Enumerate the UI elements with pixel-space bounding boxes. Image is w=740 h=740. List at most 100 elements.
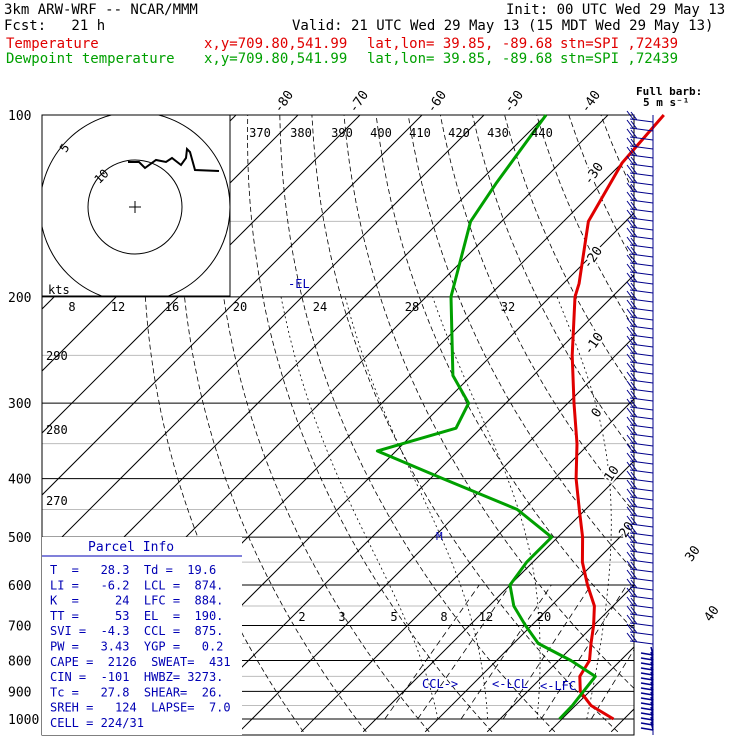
wind-barb bbox=[626, 506, 654, 519]
mixing-ratio-line bbox=[384, 584, 480, 720]
parcel-info-row: T = 28.3 Td = 19.6 bbox=[50, 563, 216, 577]
wind-barb bbox=[626, 110, 654, 123]
pressure-tick-label: 900 bbox=[8, 685, 31, 700]
wind-barb bbox=[626, 596, 654, 609]
wind-barb bbox=[626, 407, 654, 420]
pressure-tick-label: 600 bbox=[8, 579, 31, 594]
wind-barb bbox=[626, 371, 654, 384]
dry-adiabat-line bbox=[600, 115, 634, 194]
wind-barb bbox=[626, 335, 654, 348]
mixing-ratio-label: 3 bbox=[338, 610, 345, 624]
dry-adiabat-line bbox=[279, 115, 556, 733]
isotherm-line bbox=[176, 274, 634, 733]
temperature-legend-label: Temperature bbox=[6, 36, 99, 52]
mixing-ratio-line bbox=[460, 584, 552, 720]
right-temperature-label: 10 bbox=[601, 463, 622, 484]
mixing-ratio-label: 8 bbox=[440, 610, 447, 624]
hodograph-frame bbox=[41, 114, 231, 297]
pressure-tick-label: 500 bbox=[8, 531, 31, 546]
mixing-ratio-label: 12 bbox=[479, 610, 493, 624]
pressure-tick-label: 200 bbox=[8, 291, 31, 306]
dry-adiabat-line bbox=[247, 115, 493, 733]
wind-barb bbox=[626, 290, 654, 303]
wind-barb bbox=[626, 146, 654, 159]
wind-barb bbox=[626, 191, 654, 204]
sounding-line bbox=[375, 114, 597, 721]
wind-barb bbox=[626, 452, 654, 465]
wind-barb bbox=[626, 398, 654, 411]
isotherm-line bbox=[610, 708, 634, 733]
wind-barb bbox=[626, 623, 654, 636]
moist-adiabat-line bbox=[556, 296, 612, 720]
isotherm-line bbox=[238, 336, 634, 733]
wind-barb bbox=[626, 479, 654, 492]
wind-scale-label: kts bbox=[48, 283, 70, 297]
wind-barb bbox=[626, 614, 654, 627]
right-temperature-label: -10 bbox=[581, 330, 607, 358]
plot-area bbox=[42, 87, 740, 733]
wind-barb bbox=[626, 533, 654, 546]
wind-barb bbox=[626, 182, 654, 195]
wind-barb bbox=[626, 218, 654, 231]
wind-barb bbox=[626, 587, 654, 600]
forecast-hour: Fcst: 21 h bbox=[4, 18, 106, 34]
dry-adiabat-line bbox=[504, 115, 634, 392]
wind-barb bbox=[626, 578, 654, 591]
dry-adiabat-line bbox=[654, 87, 740, 731]
wind-scale-label: 28 bbox=[405, 300, 419, 314]
isotherm-line bbox=[673, 87, 740, 731]
wind-scale-label: 32 bbox=[501, 300, 515, 314]
isotherm-line bbox=[300, 398, 634, 733]
dry-adiabat-line bbox=[407, 115, 634, 572]
dry-adiabat-line bbox=[716, 87, 740, 731]
wind-barb bbox=[626, 497, 654, 510]
dry-adiabat-line bbox=[632, 115, 634, 119]
top-temperature-label: -80 bbox=[271, 88, 297, 116]
wind-barb bbox=[626, 353, 654, 366]
top-temperature-label: -50 bbox=[501, 88, 527, 116]
wind-barb bbox=[626, 524, 654, 537]
init-time: Init: 00 UTC Wed 29 May 13 bbox=[506, 2, 726, 18]
isotherm-line bbox=[486, 584, 634, 733]
valid-time: Valid: 21 UTC Wed 29 May 13 (15 MDT Wed … bbox=[292, 18, 714, 34]
sounding-traces bbox=[375, 114, 665, 721]
wind-scale-label: 20 bbox=[233, 300, 247, 314]
parcel-info-row: CIN = -101 HWBZ= 3273. bbox=[50, 670, 223, 684]
wind-barb bbox=[626, 416, 654, 429]
right-temperature-label: 0 bbox=[589, 405, 606, 420]
wind-barb bbox=[626, 164, 654, 177]
right-temperature-label: 40 bbox=[701, 603, 722, 624]
wind-barb bbox=[626, 605, 654, 618]
temperature-latlon: lat,lon= 39.85, -89.68 bbox=[367, 36, 553, 52]
hodograph-rings bbox=[42, 115, 230, 296]
wind-barb bbox=[626, 308, 654, 321]
temperature-station: stn=SPI ,72439 bbox=[560, 36, 679, 52]
wind-barb bbox=[626, 434, 654, 447]
skewt-grid bbox=[41, 87, 740, 736]
wind-barb bbox=[626, 560, 654, 573]
wind-barb bbox=[626, 263, 654, 276]
wind-barbs: Full barb:5 m s⁻¹ bbox=[626, 85, 702, 735]
theta-label: 400 bbox=[370, 126, 392, 140]
hodograph-ring bbox=[87, 159, 183, 255]
wind-barb bbox=[626, 632, 654, 645]
parcel-info-row: CAPE = 2126 SWEAT= 431 bbox=[50, 655, 231, 669]
wind-barb bbox=[626, 236, 654, 249]
dry-adiabat-line bbox=[213, 115, 430, 733]
wind-scale-label: 24 bbox=[313, 300, 327, 314]
parcel-info-row: PW = 3.43 YGP = 0.2 bbox=[50, 640, 223, 654]
moist-adiabat-line bbox=[280, 296, 439, 720]
theta-label: 370 bbox=[249, 126, 271, 140]
pressure-tick-label: 700 bbox=[8, 619, 31, 634]
parcel-info-row: Tc = 27.8 SHEAR= 26. bbox=[50, 685, 223, 699]
parcel-info-panel: Parcel Info T = 28.3 Td = 19.6LI = -6.2 L… bbox=[42, 537, 242, 735]
parcel-info-title: Parcel Info bbox=[88, 540, 174, 555]
wind-scale-label: 8 bbox=[68, 300, 75, 314]
wind-barb bbox=[626, 461, 654, 474]
wind-scale-label: 16 bbox=[165, 300, 179, 314]
wind-barb bbox=[626, 155, 654, 168]
top-temperature-label: -70 bbox=[346, 88, 372, 116]
wind-barb bbox=[626, 542, 654, 555]
temperature-xy: x,y=709.80,541.99 bbox=[204, 36, 348, 52]
sounding-line bbox=[570, 114, 665, 721]
